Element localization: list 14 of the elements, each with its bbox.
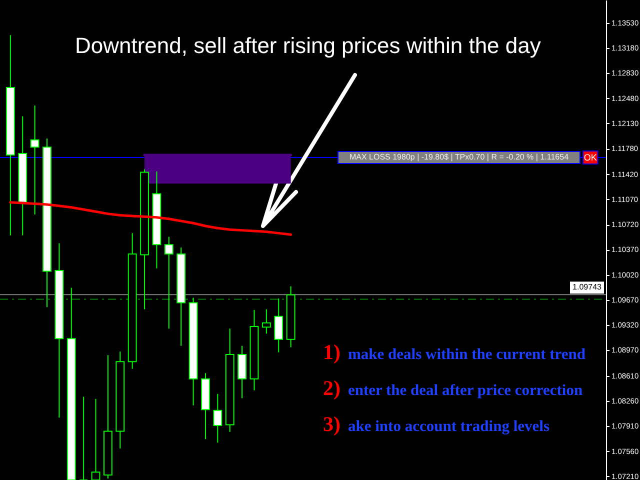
annotation: 2) enter the deal after price correction <box>323 376 583 400</box>
ref-line-label: 1.09743 <box>572 282 602 292</box>
annotation: 3) ake into account trading levels <box>323 412 550 436</box>
annotation: 1) make deals within the current trend <box>323 340 586 364</box>
text: Downtrend, sell after rising prices within the day <box>75 33 541 58</box>
candlestick <box>213 393 222 444</box>
annotation: OK <box>584 152 597 163</box>
line-series <box>9 201 292 236</box>
candlestick <box>30 104 40 216</box>
candlestick <box>164 236 174 330</box>
candlestick <box>274 298 284 353</box>
ref-line-label: MAX LOSS 1980p | -19.80$ | TPx0.70 | R = -0.20 % | 1.11654 <box>349 152 570 162</box>
candlestick <box>79 396 88 480</box>
candlestick <box>262 308 271 334</box>
